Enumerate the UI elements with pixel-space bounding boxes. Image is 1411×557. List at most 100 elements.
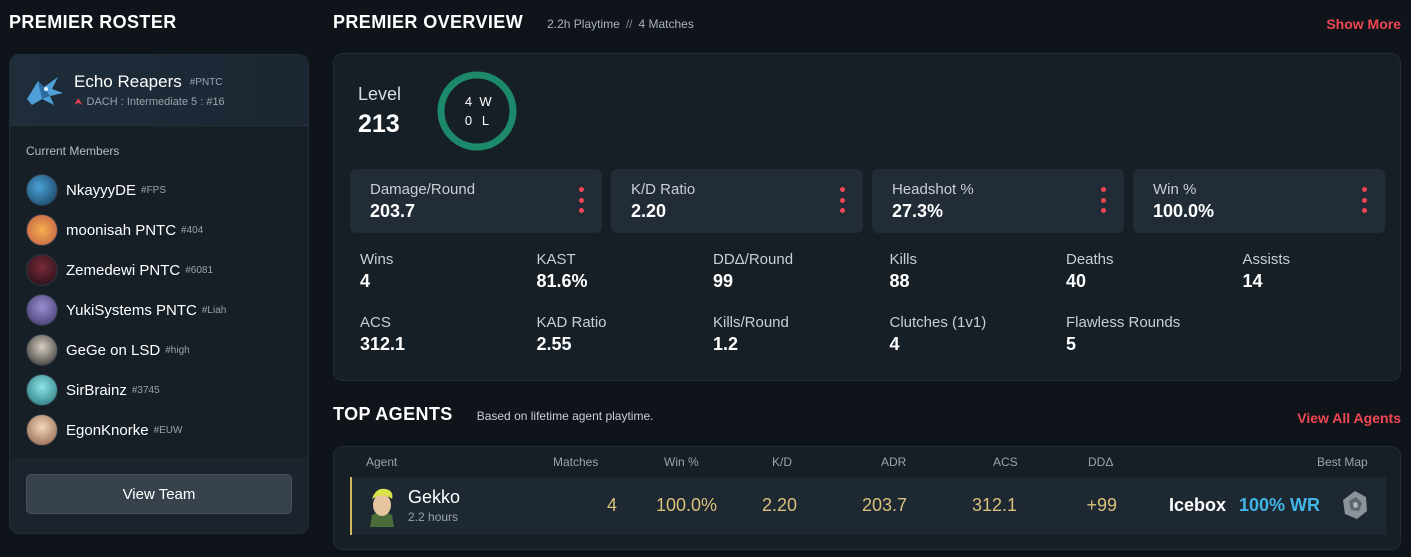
overview-title: PREMIER OVERVIEW <box>333 12 524 32</box>
view-team-button[interactable]: View Team <box>26 474 292 514</box>
agent-hours: 2.2 hours <box>408 510 459 524</box>
stat-label: ACS <box>360 314 391 331</box>
stat-value: 203.7 <box>370 201 416 221</box>
stat-value: 27.3% <box>892 201 944 221</box>
stat-value: 40 <box>1066 271 1087 291</box>
stat-card-kd-ratio: K/D Ratio 2.20 <box>611 169 863 233</box>
stat-kills: Kills 88 <box>890 251 1067 292</box>
match-count: 4 Matches <box>638 17 694 31</box>
member-item[interactable]: SirBrainz #3745 <box>26 370 308 410</box>
overview-meta: 2.2h Playtime // 4 Matches <box>547 17 694 31</box>
avatar <box>26 374 58 406</box>
member-item[interactable]: GeGe on LSD #high <box>26 330 308 370</box>
roster-title: PREMIER ROSTER <box>9 12 177 32</box>
members-label: Current Members <box>26 144 120 158</box>
stat-value: 2.20 <box>631 201 667 221</box>
stat-label: KAD Ratio <box>536 314 607 331</box>
stat-label: Kills <box>889 251 918 268</box>
stat-label: Win % <box>1153 181 1197 198</box>
avatar <box>26 334 58 366</box>
member-name: EgonKnorke <box>66 421 149 439</box>
more-options-icon[interactable] <box>578 187 584 213</box>
member-item[interactable]: Zemedewi PNTC #6081 <box>26 250 308 290</box>
stat-label: Wins <box>360 251 394 268</box>
more-options-icon[interactable] <box>1100 187 1106 213</box>
losses-count: 0 <box>464 113 473 128</box>
stats-grid: Wins 4 KAST 81.6% DDΔ/Round 99 Kills 88 Deat… <box>360 251 1400 355</box>
stat-label: Assists <box>1242 251 1291 268</box>
member-tag: #Liah <box>201 304 227 316</box>
col-adr[interactable]: ADR <box>881 455 907 469</box>
member-name: moonisah PNTC <box>66 221 177 239</box>
member-name: GeGe on LSD <box>66 341 161 359</box>
member-item[interactable]: NkayyyDE #FPS <box>26 170 308 210</box>
agents-subtitle: Based on lifetime agent playtime. <box>476 409 654 423</box>
stat-value: 5 <box>1066 334 1077 354</box>
agent-name: Gekko <box>408 487 461 507</box>
member-name: SirBrainz <box>66 381 127 399</box>
more-options-icon[interactable] <box>1361 187 1367 213</box>
losses-label: L <box>481 113 490 128</box>
stat-card-headshot: Headshot % 27.3% <box>872 169 1124 233</box>
agent-dd: +99 <box>1086 495 1117 515</box>
stat-value: 99 <box>713 271 734 291</box>
member-item[interactable]: moonisah PNTC #404 <box>26 210 308 250</box>
col-acs[interactable]: ACS <box>993 455 1018 469</box>
team-logo-icon <box>27 77 63 105</box>
col-kd[interactable]: K/D <box>772 455 793 469</box>
view-all-agents-link[interactable]: View All Agents <box>1297 410 1401 426</box>
member-tag: #FPS <box>141 184 167 196</box>
stat-acs: ACS 312.1 <box>360 314 537 355</box>
table-row[interactable]: Gekko 2.2 hours 4 100.0% 2.20 203.7 312.… <box>350 477 1386 535</box>
more-options-icon[interactable] <box>839 187 845 213</box>
agent-kd: 2.20 <box>761 495 797 515</box>
stat-value: 81.6% <box>536 271 588 291</box>
rank-icon: ⮝ <box>74 96 83 108</box>
member-tag: #6081 <box>185 264 214 276</box>
col-best-map[interactable]: Best Map <box>1317 455 1368 469</box>
roster-footer: View Team <box>10 458 308 533</box>
win-loss-ring <box>437 71 517 151</box>
stat-value: 2.55 <box>536 334 572 354</box>
team-division: DACH : Intermediate 5 : #16 <box>86 96 225 108</box>
stat-value: 14 <box>1242 271 1263 291</box>
member-name: YukiSystems PNTC <box>66 301 197 319</box>
stat-wins: Wins 4 <box>360 251 537 292</box>
agents-table: Agent Matches Win % K/D ADR ACS DDΔ Best… <box>333 446 1401 550</box>
member-tag: #EUW <box>153 424 183 436</box>
table-header: Agent Matches Win % K/D ADR ACS DDΔ Best… <box>334 455 1400 469</box>
stat-deaths: Deaths 40 <box>1066 251 1243 292</box>
overview-header: PREMIER OVERVIEW 2.2h Playtime // 4 Matche… <box>333 12 1401 36</box>
win-loss-values: 4 W 0 L <box>436 70 518 152</box>
stat-value: 4 <box>360 271 371 291</box>
avatar <box>26 294 58 326</box>
member-item[interactable]: EgonKnorke #EUW <box>26 410 308 450</box>
team-name: Echo Reapers <box>74 72 182 91</box>
avatar <box>26 174 58 206</box>
agent-adr: 203.7 <box>861 495 907 515</box>
col-win[interactable]: Win % <box>664 455 699 469</box>
team-header[interactable]: Echo Reapers #PNTC ⮝ DACH : Intermediate… <box>10 55 308 126</box>
level-label: Level <box>358 84 402 104</box>
agents-title: TOP AGENTS <box>333 404 453 424</box>
stat-label: Damage/Round <box>370 181 476 198</box>
member-item[interactable]: YukiSystems PNTC #Liah <box>26 290 308 330</box>
member-name: NkayyyDE <box>66 181 137 199</box>
member-tag: #3745 <box>131 384 160 396</box>
stat-assists: Assists 14 <box>1243 251 1411 292</box>
stat-label: K/D Ratio <box>631 181 696 198</box>
best-map-name: Icebox <box>1169 495 1227 515</box>
overview-card: Level 213 4 W 0 L Damage/Round 203.7 K/D… <box>333 53 1401 381</box>
show-more-link[interactable]: Show More <box>1326 16 1401 32</box>
agent-acs: 312.1 <box>971 495 1017 515</box>
agents-header: TOP AGENTS Based on lifetime agent playt… <box>333 404 1401 428</box>
col-agent[interactable]: Agent <box>366 455 398 469</box>
stat-label: Kills/Round <box>713 314 789 331</box>
member-list: NkayyyDE #FPS moonisah PNTC #404 Zemedew… <box>26 170 308 450</box>
agent-matches: 4 <box>606 495 617 515</box>
col-dd[interactable]: DDΔ <box>1088 455 1114 469</box>
stat-value: 100.0% <box>1153 201 1215 221</box>
col-matches[interactable]: Matches <box>553 455 599 469</box>
member-tag: #404 <box>181 224 204 236</box>
stat-label: Deaths <box>1066 251 1114 268</box>
